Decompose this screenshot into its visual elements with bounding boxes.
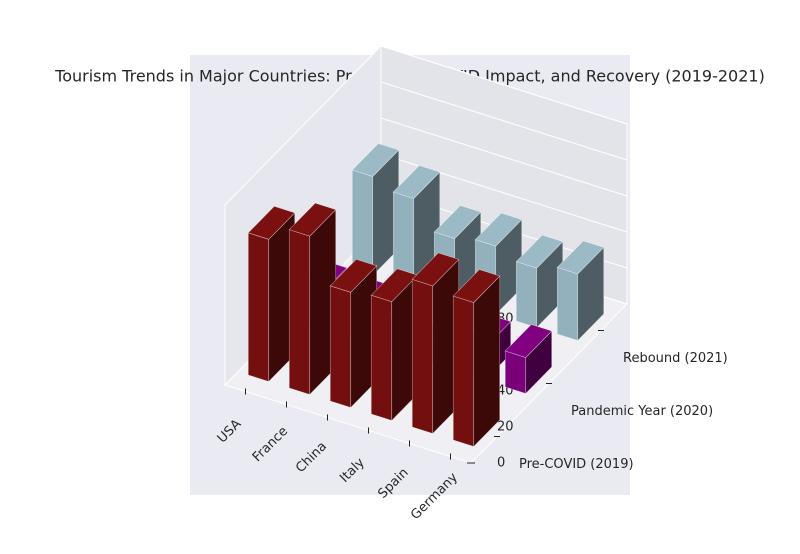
bar-top	[392, 165, 441, 199]
bar-top	[329, 258, 378, 293]
bar	[370, 268, 419, 422]
bar-side	[473, 275, 501, 448]
bar-front	[351, 169, 374, 276]
z-tick-label: 20	[497, 420, 514, 435]
y-tick-label: Rebound (2021)	[623, 351, 728, 366]
bar	[288, 202, 337, 396]
bar-top	[452, 269, 501, 303]
grid-line	[380, 45, 628, 125]
y-tick-label: Pandemic Year (2020)	[571, 404, 713, 419]
bar-front	[247, 232, 270, 382]
bar	[351, 143, 400, 277]
bar-front	[452, 295, 475, 447]
bar	[504, 324, 553, 395]
bar	[515, 234, 564, 329]
bar-top	[433, 205, 482, 239]
bar-top	[351, 143, 400, 177]
bar	[247, 205, 296, 383]
bar-front	[329, 285, 352, 408]
bar	[556, 240, 605, 342]
grid-line	[380, 81, 628, 161]
bar-top	[288, 202, 337, 237]
bar-top	[515, 234, 564, 269]
bar-top	[247, 205, 296, 240]
bar	[329, 258, 378, 409]
bar-top	[474, 212, 523, 247]
y-tick-label: Pre-COVID (2019)	[519, 457, 634, 472]
bar-top	[411, 252, 460, 287]
bar	[411, 252, 460, 435]
grid-line	[380, 117, 628, 197]
bar-top	[504, 324, 553, 358]
bar	[452, 269, 501, 448]
bar-front	[504, 350, 527, 394]
bar-top	[556, 240, 605, 275]
z-tick-label: 0	[497, 456, 505, 471]
bar-front	[288, 229, 311, 395]
bar-front	[556, 266, 579, 341]
bar-front	[370, 294, 393, 421]
bar-front	[411, 278, 434, 434]
bar-front	[515, 261, 538, 328]
